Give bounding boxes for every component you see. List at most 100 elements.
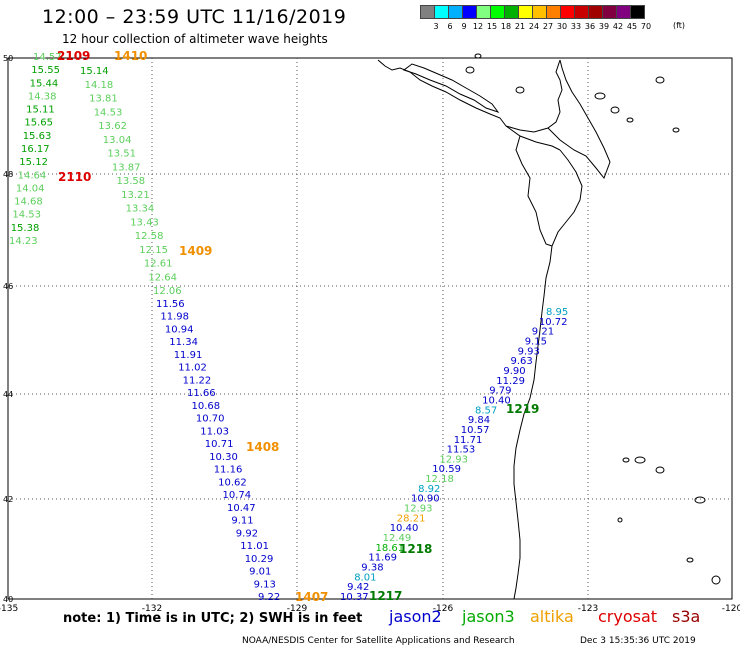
island-shape [655,76,665,84]
wave-height-label: 9.90 [503,366,525,377]
wave-height-label: 11.34 [169,337,198,348]
wave-height-label: 13.43 [130,217,159,228]
island-shape [626,117,634,123]
color-scale-label: 24 [528,22,540,31]
wave-height-label: 10.68 [192,401,221,412]
wave-height-label: 12.18 [425,474,454,485]
color-scale-label: 15 [486,22,498,31]
color-swatch: 9 [448,5,467,31]
wave-height-label: 11.22 [183,375,212,386]
wave-height-label: 28.21 [397,513,426,524]
satellite-legend-entry: cryosat [598,607,658,626]
longitude-tick-label: -126 [433,604,454,614]
wave-height-label: 10.94 [165,325,194,336]
map-subtitle: 12 hour collection of altimeter wave hei… [62,32,328,46]
latitude-tick-label: 48 [3,170,13,179]
wave-height-label: 14.53 [12,210,41,221]
color-scale-label: 18 [500,22,512,31]
pass-id-label: 1408 [246,440,279,454]
wave-height-label: 9.13 [254,579,276,590]
wave-height-label: 9.93 [518,346,540,357]
wave-height-label: 10.90 [411,494,440,505]
wave-height-label: 10.40 [390,523,419,534]
pass-id-label: 2109 [57,49,90,63]
wave-height-label: 10.59 [432,464,461,475]
island-shape [655,466,665,474]
graticule [8,58,732,599]
wave-height-label: 12.06 [153,286,182,297]
wave-height-label: 9.11 [231,516,253,527]
color-scale-label: 33 [570,22,582,31]
island-shape [617,517,623,523]
axis-tick-labels: -135 -132 -129 -126 -123 -120 50 48 46 44 42 40 [0,54,740,614]
island-shape [465,66,475,74]
wave-height-label: 14.57 [33,52,62,63]
map-title: 12:00 – 23:59 UTC 11/16/2019 [42,6,347,28]
wave-height-label: 11.56 [156,299,185,310]
island-shape [622,457,630,463]
wave-height-label: 9.21 [532,327,554,338]
wave-height-label: 18.61 [376,543,405,554]
wave-height-label: 9.84 [468,415,490,426]
longitude-tick-label: -135 [0,604,18,614]
wave-height-label: 8.01 [354,572,376,583]
longitude-tick-label: -129 [287,604,308,614]
satellite-legend-entry: jason3 [462,607,515,626]
color-swatch: 42 [602,5,623,31]
wave-height-label: 11.71 [454,435,483,446]
wave-height-label: 9.01 [249,567,271,578]
wave-height-label: 11.03 [200,426,229,437]
wave-height-label: 10.29 [245,554,274,565]
wave-height-label: 15.63 [23,131,52,142]
wave-height-label: 11.02 [178,363,207,374]
wave-height-label: 9.79 [489,386,511,397]
wave-height-label: 13.87 [112,162,141,173]
wave-height-label: 12.93 [404,504,433,515]
wave-height-label: 12.58 [135,231,164,242]
wave-height-label: 10.71 [205,439,234,450]
wave-height-label: 15.65 [24,118,53,129]
wave-height-label: 8.95 [546,307,568,318]
latitude-tick-label: 46 [3,282,13,291]
footnote: note: 1) Time is in UTC; 2) SWH is in fe… [63,611,363,626]
color-scale-units: (ft) [673,21,686,30]
credit-text: NOAA/NESDIS Center for Satellite Applica… [242,636,515,646]
pass-id-label: 1409 [179,244,212,258]
wave-height-label: 9.92 [236,528,258,539]
wave-height-label: 10.57 [461,425,490,436]
color-scale-legend: 3 6 9 12 15 18 21 24 27 30 33 36 39 42 45 70 (ft) [420,5,685,31]
color-swatch: 18 [490,5,511,31]
wave-height-label: 9.22 [258,592,280,603]
latitude-tick-label: 50 [3,54,13,63]
pass-id-labels: 2109 1410 2110 1409 1408 1407 1219 1218 1217 [57,49,539,604]
wave-height-label: 11.91 [174,350,203,361]
map-frame [7,57,733,600]
color-swatch: 70 [630,5,651,31]
pass-id-label: 1217 [369,589,402,603]
pass-id-label: 1218 [399,542,432,556]
generated-date: Dec 3 15:35:36 UTC 2019 [580,636,696,646]
wave-height-label: 15.14 [80,66,109,77]
island-shape [694,496,706,504]
color-scale-label: 30 [556,22,568,31]
wave-height-label: 14.64 [18,170,47,181]
color-scale-label: 36 [584,22,596,31]
color-scale-label: 12 [472,22,484,31]
island-shape [686,557,694,563]
sound-path [547,59,611,179]
strait-path [505,125,561,247]
wave-height-label: 14.68 [14,197,43,208]
island-shape [515,86,525,94]
longitude-tick-label: -123 [578,604,598,614]
wave-height-label: 14.23 [9,236,38,247]
wave-height-label: 11.01 [240,541,269,552]
island-shape [610,106,620,114]
wave-height-label: 13.51 [107,149,136,160]
color-scale-label: 27 [542,22,554,31]
color-scale-label: 70 [640,22,652,31]
wave-height-label: 12.93 [439,454,468,465]
satellite-legend-entry: jason2 [389,607,442,626]
island-shape [474,53,482,59]
pass-id-label: 1219 [506,402,539,416]
